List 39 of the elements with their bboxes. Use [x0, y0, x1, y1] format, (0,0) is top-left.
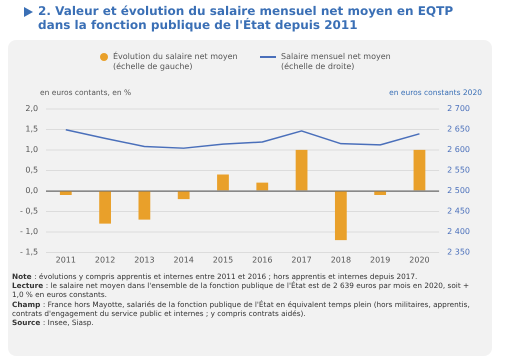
bar	[217, 174, 229, 190]
x-tick-label: 2017	[291, 255, 312, 264]
legend-label: Évolution du salaire net moyen (échelle de gauche)	[113, 52, 238, 72]
x-tick-label: 2011	[56, 255, 76, 264]
x-tick-label: 2016	[252, 255, 272, 264]
y2-tick-label: 2 700	[447, 104, 470, 113]
y-tick-label: 1,5	[25, 124, 38, 134]
y-tick-label: - 0,5	[20, 206, 38, 216]
bar	[374, 191, 386, 195]
bar	[334, 191, 347, 240]
x-tick-label: 2015	[212, 255, 234, 264]
bar	[138, 191, 150, 220]
x-tick-label: 2020	[409, 255, 430, 264]
bar	[178, 191, 190, 200]
y-tick-label: 1,0	[25, 144, 38, 154]
y-tick-label: 0,0	[25, 186, 38, 195]
bar	[256, 182, 268, 190]
legend-label: Salaire mensuel net moyen (échelle de droite)	[281, 52, 392, 72]
y2-tick-label: 2 450	[447, 206, 470, 216]
y2-tick-label: 2 500	[447, 186, 470, 195]
y-tick-label: 2,0	[25, 104, 38, 113]
y-tick-label: - 1,5	[20, 247, 38, 256]
y2-tick-label: 2 550	[447, 165, 470, 174]
x-tick-label: 2013	[134, 255, 155, 264]
y-tick-label: - 1,0	[20, 226, 38, 236]
y2-tick-label: 2 650	[447, 124, 470, 134]
x-tick-label: 2019	[370, 255, 390, 264]
x-tick-label: 2012	[94, 255, 116, 264]
chart-title: 2. Valeur et évolution du salaire mensuel net moyen en EQTP dans la fonction publique de l'État depuis 2011	[38, 4, 454, 32]
bar	[99, 191, 111, 224]
y2-tick-label: 2 600	[447, 144, 470, 154]
bar	[60, 191, 72, 195]
y2-tick-label: 2 350	[447, 247, 470, 256]
x-tick-label: 2014	[174, 255, 194, 264]
y2-tick-label: 2 400	[447, 226, 470, 236]
x-tick-label: 2018	[330, 255, 352, 264]
bar	[296, 150, 308, 190]
y-tick-label: 0,5	[25, 165, 38, 174]
bar	[414, 150, 426, 190]
